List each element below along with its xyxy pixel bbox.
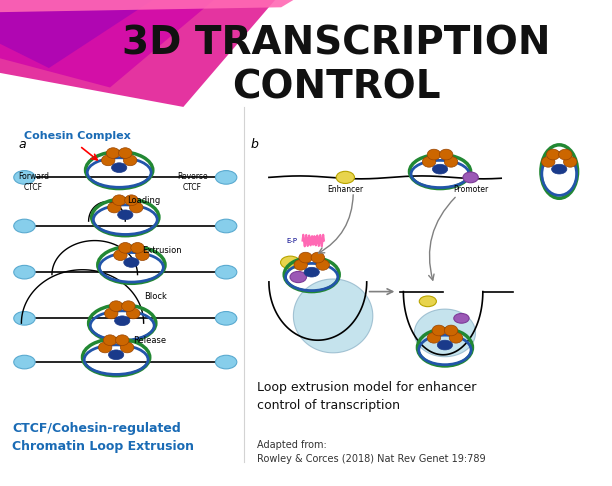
Ellipse shape: [449, 332, 463, 343]
Ellipse shape: [110, 301, 123, 312]
Ellipse shape: [280, 256, 300, 269]
Text: CTCF/Cohesin-regulated
Chromatin Loop Extrusion: CTCF/Cohesin-regulated Chromatin Loop Ex…: [12, 422, 194, 453]
Ellipse shape: [108, 350, 124, 360]
Ellipse shape: [439, 149, 453, 160]
Ellipse shape: [13, 312, 35, 325]
Text: Loop extrusion model for enhancer
control of transcription: Loop extrusion model for enhancer contro…: [256, 381, 476, 412]
Ellipse shape: [108, 202, 121, 213]
Ellipse shape: [119, 148, 132, 158]
Text: Block: Block: [144, 292, 167, 301]
Ellipse shape: [116, 335, 129, 346]
Ellipse shape: [131, 243, 144, 253]
Text: E-P: E-P: [286, 238, 297, 244]
Ellipse shape: [542, 156, 555, 167]
Ellipse shape: [463, 172, 478, 183]
Ellipse shape: [299, 252, 312, 263]
Ellipse shape: [215, 219, 237, 233]
Ellipse shape: [106, 148, 120, 158]
Text: Promoter: Promoter: [453, 185, 488, 194]
Ellipse shape: [564, 156, 577, 167]
Text: Adapted from:
Rowley & Corces (2018) Nat Rev Genet 19:789: Adapted from: Rowley & Corces (2018) Nat…: [256, 439, 485, 465]
Ellipse shape: [422, 156, 436, 167]
Ellipse shape: [433, 164, 448, 174]
Polygon shape: [0, 0, 153, 68]
Ellipse shape: [215, 265, 237, 279]
Ellipse shape: [111, 163, 127, 173]
Ellipse shape: [114, 250, 127, 260]
Text: Loading: Loading: [127, 196, 160, 205]
Ellipse shape: [13, 171, 35, 184]
Ellipse shape: [13, 265, 35, 279]
Text: CONTROL: CONTROL: [232, 69, 441, 106]
Ellipse shape: [559, 149, 572, 160]
Ellipse shape: [444, 325, 458, 336]
Ellipse shape: [290, 271, 307, 283]
Ellipse shape: [127, 308, 140, 319]
Ellipse shape: [122, 301, 135, 312]
Ellipse shape: [130, 202, 143, 213]
Ellipse shape: [336, 172, 354, 184]
Ellipse shape: [551, 164, 567, 174]
Text: a: a: [18, 138, 26, 151]
Ellipse shape: [215, 312, 237, 325]
Ellipse shape: [316, 260, 329, 270]
Ellipse shape: [444, 156, 458, 167]
Text: b: b: [250, 138, 258, 151]
Text: Extrusion: Extrusion: [142, 246, 182, 255]
Ellipse shape: [304, 267, 319, 277]
Polygon shape: [0, 0, 214, 87]
Text: Forward
CTCF: Forward CTCF: [18, 172, 49, 191]
Ellipse shape: [215, 171, 237, 184]
Ellipse shape: [118, 210, 133, 220]
Ellipse shape: [114, 316, 130, 326]
Ellipse shape: [119, 243, 132, 253]
Ellipse shape: [103, 335, 117, 346]
Ellipse shape: [124, 155, 137, 166]
Ellipse shape: [121, 342, 134, 353]
Ellipse shape: [427, 332, 441, 343]
Ellipse shape: [13, 355, 35, 369]
Ellipse shape: [215, 355, 237, 369]
Ellipse shape: [419, 296, 436, 307]
Ellipse shape: [113, 195, 126, 206]
Ellipse shape: [136, 250, 149, 260]
Ellipse shape: [99, 342, 112, 353]
Polygon shape: [293, 279, 373, 353]
Text: Cohesin Complex: Cohesin Complex: [24, 131, 131, 141]
Polygon shape: [414, 309, 476, 357]
Ellipse shape: [432, 325, 446, 336]
Text: Reverse
CTCF: Reverse CTCF: [177, 172, 208, 191]
Text: Release: Release: [133, 336, 166, 345]
Polygon shape: [0, 0, 275, 107]
Text: Enhancer: Enhancer: [327, 185, 364, 194]
Polygon shape: [0, 0, 293, 12]
Ellipse shape: [547, 149, 560, 160]
Ellipse shape: [124, 258, 139, 267]
Ellipse shape: [125, 195, 138, 206]
Ellipse shape: [427, 149, 441, 160]
Ellipse shape: [454, 313, 469, 323]
Text: 3D TRANSCRIPTION: 3D TRANSCRIPTION: [122, 25, 550, 63]
Ellipse shape: [311, 252, 324, 263]
Ellipse shape: [13, 219, 35, 233]
Ellipse shape: [105, 308, 118, 319]
Ellipse shape: [438, 340, 453, 350]
Ellipse shape: [102, 155, 115, 166]
Ellipse shape: [294, 260, 307, 270]
